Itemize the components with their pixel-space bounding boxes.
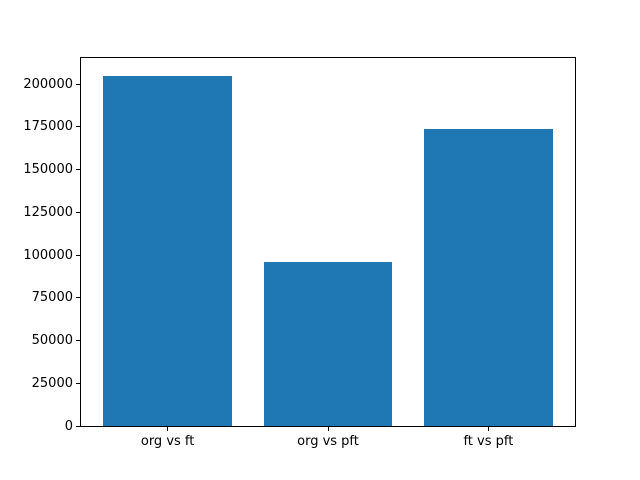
- y-tick-mark: [76, 382, 80, 384]
- y-tick-mark: [76, 83, 80, 85]
- y-tick-label: 75000: [31, 290, 73, 306]
- x-tick-label: ft vs pft: [463, 434, 514, 449]
- x-tick-mark: [327, 427, 329, 431]
- y-tick-mark: [76, 211, 80, 213]
- y-tick-mark: [76, 254, 80, 256]
- y-tick-label: 200000: [23, 76, 73, 92]
- y-tick-label: 175000: [23, 119, 73, 135]
- y-tick-label: 125000: [23, 204, 73, 220]
- y-tick-label: 25000: [31, 375, 73, 391]
- y-tick-label: 50000: [31, 333, 73, 349]
- y-tick-mark: [76, 340, 80, 342]
- y-tick-label: 150000: [23, 162, 73, 178]
- x-tick-mark: [167, 427, 169, 431]
- x-tick-mark: [487, 427, 489, 431]
- y-tick-label: 0: [64, 418, 73, 434]
- bar-org-vs-ft: [103, 75, 232, 426]
- y-tick-label: 100000: [23, 247, 73, 263]
- bar-org-vs-pft: [263, 261, 393, 426]
- x-tick-label: org vs ft: [140, 434, 195, 449]
- bar-ft-vs-pft: [424, 129, 553, 426]
- y-tick-mark: [76, 126, 80, 128]
- y-tick-mark: [76, 169, 80, 171]
- y-tick-mark: [76, 297, 80, 299]
- y-tick-mark: [76, 425, 80, 427]
- plot-area: org vs ft org vs pft ft vs pft 0 25000 50000 7…: [23, 57, 576, 449]
- x-tick-label: org vs pft: [297, 434, 359, 449]
